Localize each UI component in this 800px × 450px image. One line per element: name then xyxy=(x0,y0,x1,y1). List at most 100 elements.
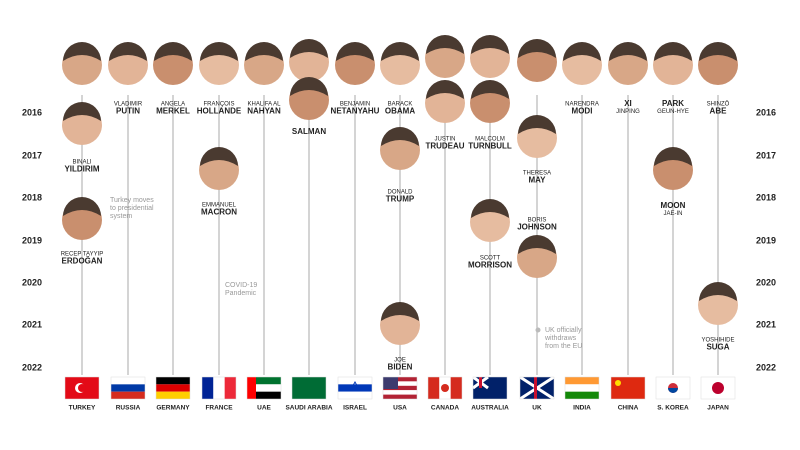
flag xyxy=(156,391,190,399)
year-label: 2016 xyxy=(756,107,776,117)
leader-name: MALCOLM xyxy=(475,137,505,143)
leader-hair xyxy=(518,115,556,134)
leader-hair xyxy=(381,127,419,146)
leader-hair xyxy=(381,302,419,321)
leader-hair xyxy=(518,39,556,58)
year-label: 2017 xyxy=(756,150,776,160)
leader-hair xyxy=(290,77,328,96)
leader-hair xyxy=(154,42,192,61)
leader-name: SCOTT xyxy=(480,256,501,262)
country-label: FRANCE xyxy=(205,405,233,412)
leader-name: SHINZŌ xyxy=(707,101,730,108)
leader-hair xyxy=(336,42,374,61)
leader-name: GEUN-HYE xyxy=(657,109,689,115)
flag xyxy=(78,384,86,392)
leader-name: TRUDEAU xyxy=(425,142,464,151)
flag-border xyxy=(427,376,463,400)
leader-hair xyxy=(609,42,647,61)
flag xyxy=(156,377,190,385)
flag-border xyxy=(610,376,646,400)
leader-name: KHALIFA AL xyxy=(247,102,281,108)
leader-name: MOON xyxy=(661,201,686,210)
flag xyxy=(565,377,599,385)
leader-name: VLADIMIR xyxy=(114,102,143,108)
leader-name: NARENDRA xyxy=(565,102,599,108)
leader-name: TRUMP xyxy=(386,195,415,204)
leader-hair xyxy=(471,199,509,218)
leader-name: ABE xyxy=(710,107,728,116)
flag xyxy=(111,391,145,399)
annotation: to presidential xyxy=(110,205,154,212)
country-label: UAE xyxy=(257,405,271,412)
country-label: JAPAN xyxy=(707,405,729,412)
flag xyxy=(156,384,190,392)
year-label: 2019 xyxy=(22,235,42,245)
annotation: Pandemic xyxy=(225,290,257,297)
leader-name: JAE-IN xyxy=(663,211,682,217)
leader-name: OBAMA xyxy=(385,107,415,116)
leader-name: NAHYAN xyxy=(247,107,281,116)
flag xyxy=(338,377,372,385)
leader-hair xyxy=(245,42,283,61)
leader-hair xyxy=(518,235,556,254)
flag-border xyxy=(472,376,508,400)
leader-name: PUTIN xyxy=(116,107,140,116)
flag xyxy=(565,384,599,392)
flag xyxy=(383,377,398,389)
leader-hair xyxy=(654,147,692,166)
country-label: ISRAEL xyxy=(343,405,367,412)
year-label: 2017 xyxy=(22,150,42,160)
year-label: 2016 xyxy=(22,107,42,117)
leader-name: ERDOĞAN xyxy=(62,257,103,266)
leader-hair xyxy=(471,80,509,99)
annotation: withdraws xyxy=(544,335,577,342)
flag-border xyxy=(64,376,100,400)
leader-hair xyxy=(381,42,419,61)
flag xyxy=(383,377,417,382)
flag xyxy=(338,384,372,392)
leader-name: MODI xyxy=(572,107,593,116)
leader-name: BIDEN xyxy=(388,363,413,372)
annotation-dot xyxy=(535,327,541,333)
leader-hair xyxy=(654,42,692,61)
annotation: UK officially xyxy=(545,327,582,334)
year-label: 2021 xyxy=(22,319,42,329)
leader-hair xyxy=(63,197,101,216)
leader-name: RECEP TAYYIP xyxy=(61,252,104,258)
annotation: system xyxy=(110,213,132,220)
year-label: 2021 xyxy=(756,319,776,329)
country-label: USA xyxy=(393,405,407,412)
leader-name: MAY xyxy=(528,176,546,185)
country-label: UK xyxy=(532,405,542,412)
leader-name: XI xyxy=(624,99,632,108)
flag xyxy=(338,391,372,399)
flag-border xyxy=(382,376,418,400)
flag xyxy=(383,385,417,391)
flag-border xyxy=(155,376,191,400)
flag xyxy=(479,377,482,388)
country-label: CANADA xyxy=(431,405,459,412)
flag xyxy=(213,377,225,399)
year-label: 2018 xyxy=(22,192,42,202)
leader-name: PARK xyxy=(662,99,684,108)
flag xyxy=(349,380,361,392)
leader-name: SUGA xyxy=(706,343,729,352)
leader-hair xyxy=(426,35,464,54)
leader-name: ANGELA xyxy=(161,102,185,108)
leader-name: NETANYAHU xyxy=(331,107,380,116)
leader-name: BENJAMIN xyxy=(340,102,370,108)
flag xyxy=(615,380,621,386)
leader-hair xyxy=(200,147,238,166)
leader-hair xyxy=(471,35,509,54)
country-label: RUSSIA xyxy=(116,405,141,412)
leader-name: JINPING xyxy=(616,109,640,115)
year-label: 2022 xyxy=(22,362,42,372)
flag xyxy=(712,382,724,394)
leader-name: SALMAN xyxy=(292,127,326,136)
year-label: 2019 xyxy=(756,235,776,245)
leader-name: FRANÇOIS xyxy=(203,102,234,108)
leader-name: YOSHIHIDE xyxy=(701,338,734,344)
leader-name: BARACK xyxy=(388,102,413,108)
leader-name: MERKEL xyxy=(156,107,190,116)
